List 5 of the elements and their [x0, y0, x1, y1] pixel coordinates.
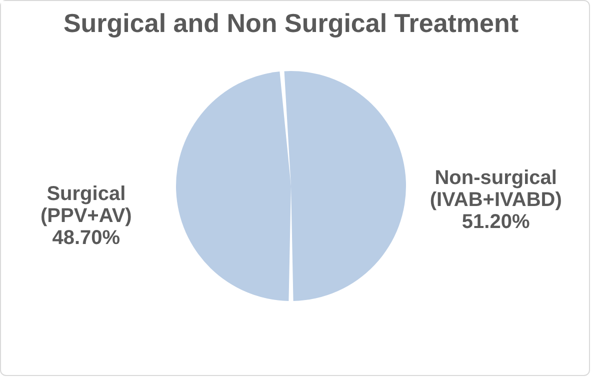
data-label: 48.70%	[52, 227, 120, 250]
chart-title: Surgical and Non Surgical Treatment	[63, 8, 519, 38]
slice-label: Surgical (PPV+AV)	[40, 183, 132, 228]
slice-label: Non-surgical (IVAB+IVABD)	[430, 166, 562, 211]
data-label: 51.20%	[462, 210, 530, 233]
